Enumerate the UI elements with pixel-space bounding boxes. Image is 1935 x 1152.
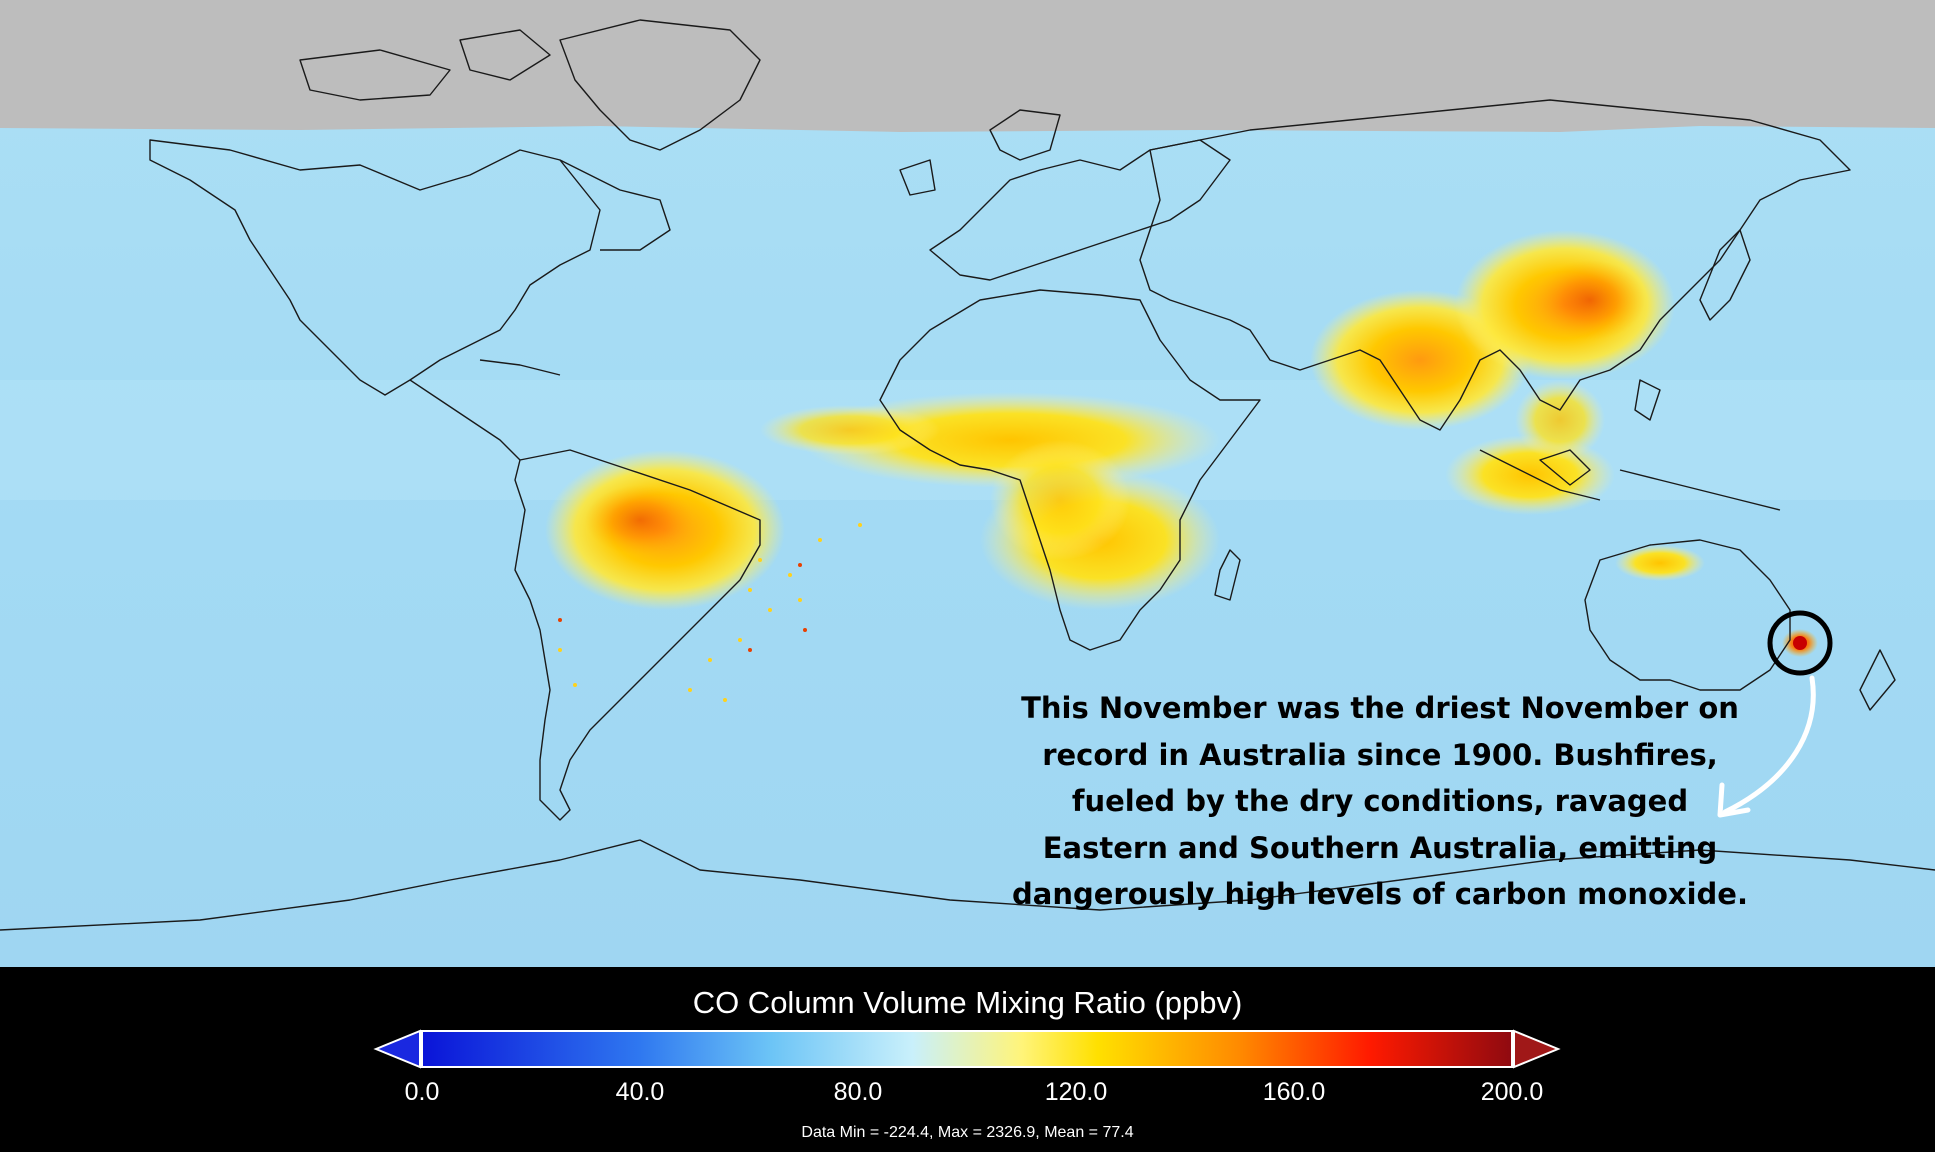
annotation-line: Eastern and Southern Australia, emitting (1042, 830, 1718, 865)
colorbar-tick-label: 120.0 (1044, 1078, 1108, 1106)
colorbar-tick-label: 160.0 (1262, 1078, 1326, 1106)
colorbar-min-arrow-icon (373, 1029, 421, 1069)
annotation-text: This November was the driest November on… (990, 685, 1770, 918)
annotation-line: fueled by the dry conditions, ravaged (1071, 784, 1689, 818)
no-data-region (0, 0, 1935, 132)
colorbar-title: CO Column Volume Mixing Ratio (ppbv) (692, 985, 1243, 1020)
highlight-circle-icon (1767, 610, 1833, 676)
colorbar (373, 1029, 1561, 1069)
colorbar-tick-label: 80.0 (833, 1078, 883, 1106)
data-stats: Data Min = -224.4, Max = 2326.9, Mean = … (801, 1124, 1134, 1141)
annotation-line: dangerously high levels of carbon monoxi… (1012, 877, 1748, 911)
annotation-line: This November was the driest November on (1021, 691, 1739, 725)
coastlines (0, 19, 1935, 931)
annotation-line: record in Australia since 1900. Bushfire… (1042, 737, 1718, 772)
co-map (0, 0, 1935, 967)
colorbar-tick-label: 200.0 (1480, 1078, 1544, 1106)
colorbar-max-arrow-icon (1513, 1029, 1561, 1069)
curved-arrow-icon (1722, 675, 1816, 815)
colorbar-gradient (421, 1030, 1513, 1068)
colorbar-tick-label: 0.0 (404, 1078, 440, 1106)
colorbar-tick-label: 40.0 (615, 1078, 665, 1106)
